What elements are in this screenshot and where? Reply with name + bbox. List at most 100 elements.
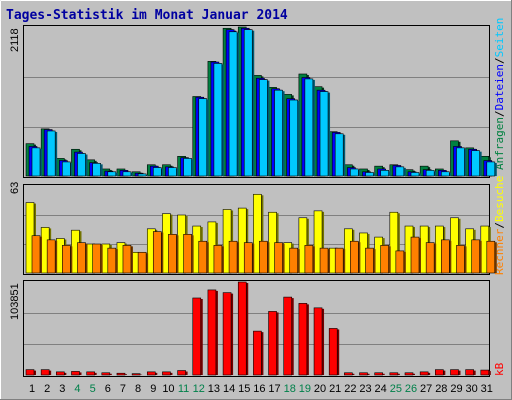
x-tick-16: 16	[253, 383, 265, 395]
bar-rechner-14	[228, 240, 238, 274]
legend-anfragen: Anfragen	[493, 117, 506, 170]
bar-kb-5	[86, 371, 95, 376]
bar-rechner-6	[107, 247, 117, 274]
bar-kb-11	[177, 370, 186, 376]
bar-kb-22	[344, 372, 353, 376]
bar-rechner-8	[137, 251, 147, 274]
bar-seiten-24	[380, 170, 389, 177]
bar-rechner-21	[334, 247, 344, 274]
x-tick-13: 13	[208, 383, 220, 395]
x-tick-8: 8	[135, 383, 141, 395]
bar-seiten-17	[274, 89, 283, 177]
bar-rechner-20	[319, 247, 329, 274]
x-tick-12: 12	[193, 383, 205, 395]
bar-seiten-23	[365, 172, 374, 177]
bar-rechner-12	[198, 240, 208, 274]
bar-seiten-5	[92, 163, 101, 177]
bar-kb-25	[389, 372, 399, 376]
x-tick-31: 31	[481, 383, 493, 395]
bar-rechner-9	[152, 231, 162, 274]
x-tick-29: 29	[450, 383, 462, 395]
legend-sep-3: /	[493, 222, 506, 229]
legend-besuche: Besuche	[493, 176, 506, 222]
middle-panel-max-label: 63	[9, 182, 21, 194]
bar-seiten-25	[395, 166, 405, 177]
bar-kb-14	[222, 292, 232, 376]
bar-rechner-24	[380, 245, 389, 274]
x-tick-2: 2	[44, 383, 50, 395]
bar-besuche-25	[389, 211, 399, 274]
legend-sep-2: /	[493, 57, 506, 64]
x-tick-30: 30	[466, 383, 478, 395]
bar-kb-19	[298, 303, 308, 376]
bar-rechner-30	[471, 239, 480, 274]
x-tick-24: 24	[375, 383, 387, 395]
bar-rechner-18	[289, 247, 299, 274]
x-tick-25: 25	[390, 383, 402, 395]
bar-rechner-19	[304, 245, 314, 274]
bar-seiten-21	[334, 133, 344, 177]
bar-rechner-7	[122, 245, 132, 274]
bar-rechner-16	[259, 240, 268, 274]
bar-rechner-17	[274, 242, 283, 274]
bar-rechner-11	[183, 234, 192, 274]
bar-seiten-31	[486, 161, 496, 177]
x-tick-3: 3	[59, 383, 65, 395]
bar-seiten-11	[183, 158, 192, 177]
bar-seiten-4	[77, 153, 86, 177]
x-tick-18: 18	[284, 383, 296, 395]
bar-seiten-10	[168, 167, 177, 177]
bar-rechner-28	[441, 239, 450, 274]
bar-kb-26	[404, 372, 414, 376]
x-tick-14: 14	[223, 383, 235, 395]
bar-kb-7	[116, 372, 126, 376]
bar-seiten-1	[31, 147, 41, 177]
bar-seiten-18	[289, 99, 299, 177]
bar-seiten-8	[137, 173, 147, 177]
legend-seiten: Seiten	[493, 18, 506, 58]
legend-dateien: Dateien	[493, 64, 506, 110]
legend-bottom: kB	[493, 362, 506, 376]
bar-kb-20	[313, 307, 323, 376]
bar-kb-2	[40, 369, 50, 376]
bar-rechner-4	[77, 242, 86, 274]
x-tick-10: 10	[162, 383, 174, 395]
bar-kb-28	[435, 369, 444, 376]
bar-seiten-16	[259, 79, 268, 177]
bar-kb-3	[56, 371, 65, 376]
bar-seiten-6	[107, 171, 117, 177]
bar-rechner-25	[395, 250, 405, 274]
bar-seiten-2	[46, 130, 56, 177]
bar-rechner-26	[410, 236, 420, 274]
bar-kb-12	[192, 297, 202, 376]
x-tick-11: 11	[178, 383, 189, 395]
bar-seiten-27	[425, 170, 435, 177]
legend-top: Anfragen/Dateien/Seiten	[493, 18, 506, 170]
x-tick-4: 4	[74, 383, 80, 395]
bar-kb-9	[146, 371, 156, 376]
bar-rechner-5	[92, 243, 101, 274]
x-tick-27: 27	[420, 383, 432, 395]
bar-kb-23	[359, 372, 368, 376]
chart-title: Tages-Statistik im Monat Januar 2014	[6, 8, 288, 23]
bar-kb-15	[237, 281, 247, 376]
x-tick-17: 17	[268, 383, 280, 395]
bar-rechner-15	[243, 242, 253, 274]
x-tick-labels: 1 2 3 4 5 6 7 8 9 10 11 12 13 14 15 16 17 18 19 20 21 22 23 24 2…	[29, 383, 493, 395]
bar-rechner-2	[46, 239, 56, 274]
bar-seiten-12	[198, 98, 208, 177]
bar-kb-29	[450, 369, 459, 376]
bar-seiten-15	[243, 29, 253, 177]
bar-kb-1	[25, 369, 35, 376]
x-tick-5: 5	[90, 383, 96, 395]
bar-kb-16	[253, 330, 262, 376]
bar-kb-21	[328, 328, 338, 376]
x-tick-19: 19	[299, 383, 311, 395]
legend-sep-1: /	[493, 110, 506, 117]
bar-rechner-3	[62, 245, 71, 274]
bar-seiten-30	[471, 150, 480, 177]
bar-kb-6	[101, 372, 111, 376]
bar-kb-27	[419, 371, 429, 376]
x-tick-28: 28	[435, 383, 447, 395]
chart-marks	[24, 26, 497, 376]
